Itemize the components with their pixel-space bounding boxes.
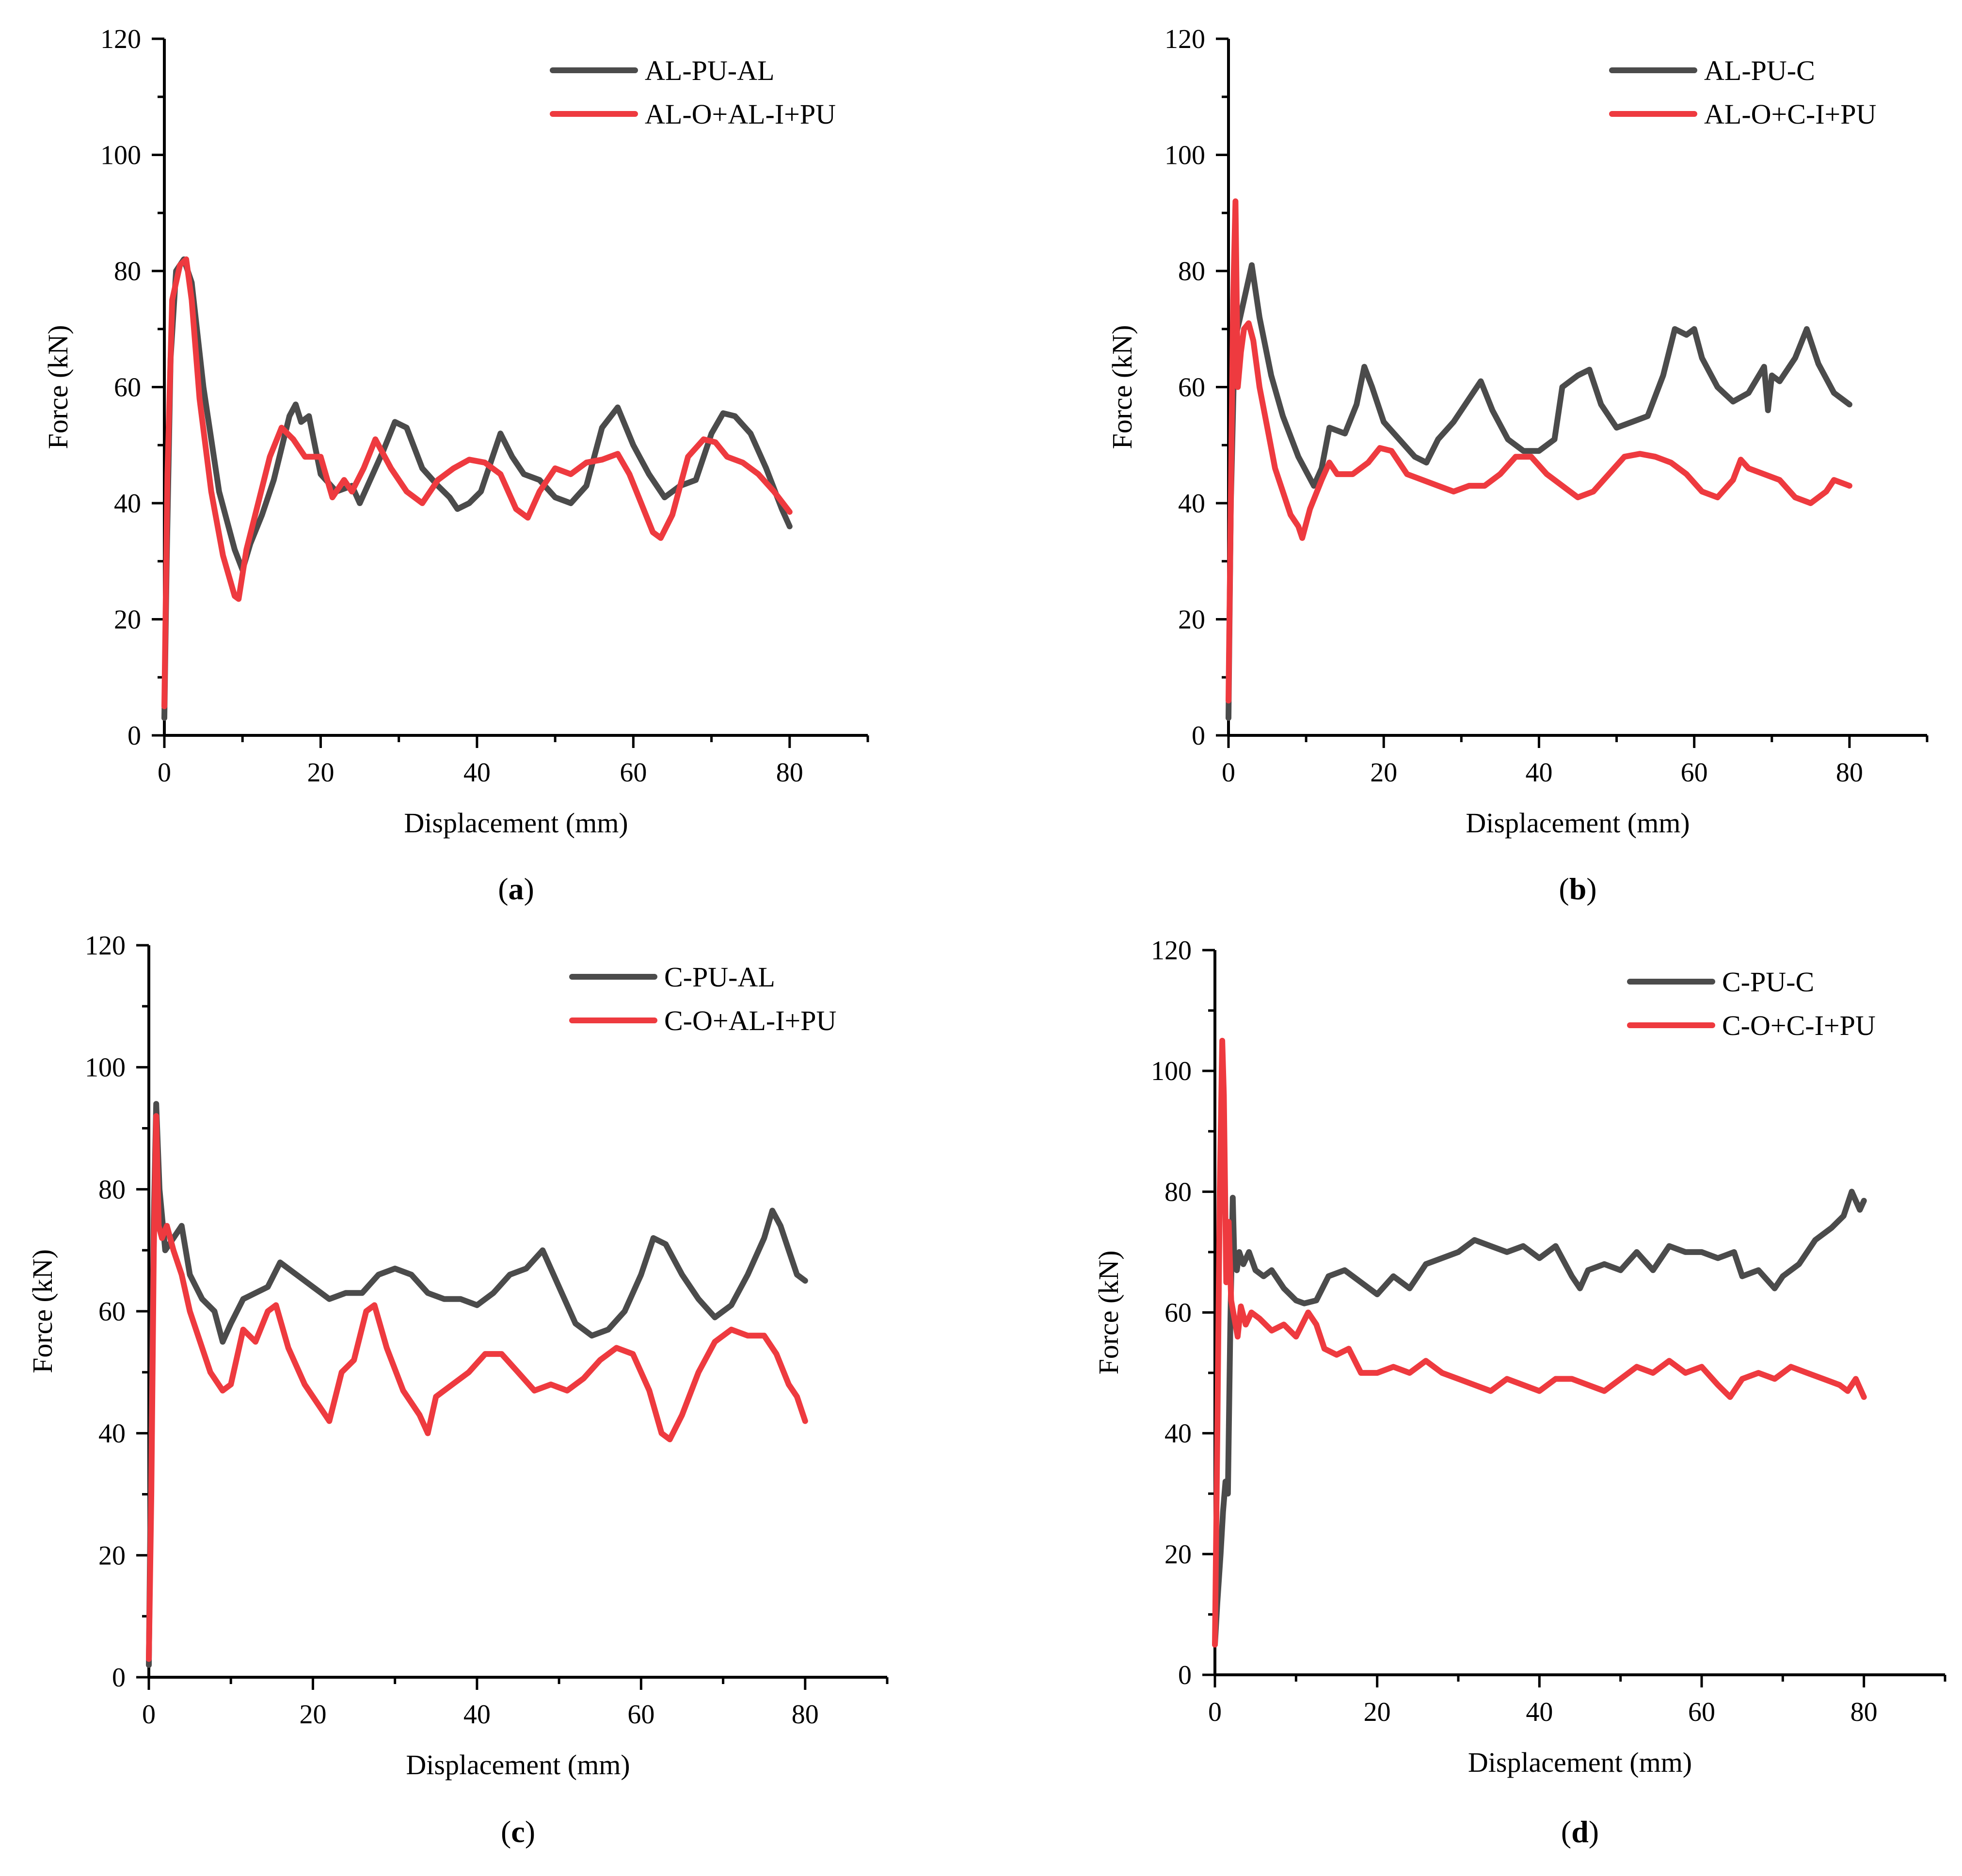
x-axis-title: Displacement (mm) [406,1749,630,1781]
x-tick-label: 60 [620,758,647,788]
y-tick-label: 60 [1164,1298,1192,1328]
series-line-2 [161,256,793,710]
x-tick-label: 20 [299,1700,326,1730]
y-tick-label: 60 [1178,373,1205,403]
y-tick-label: 0 [1178,1660,1192,1690]
x-tick-label: 60 [627,1700,654,1730]
x-tick-label: 40 [463,1700,491,1730]
y-tick-label: 60 [114,373,141,403]
series-line-1 [161,256,793,721]
y-tick-label: 80 [1164,1177,1192,1207]
y-axis-title: Force (kN) [1106,325,1138,449]
y-tick-label: 80 [114,256,141,286]
y-axis-title: Force (kN) [42,325,74,449]
x-tick-label: 80 [776,758,803,788]
y-tick-label: 20 [1164,1540,1192,1570]
chart-panel-b: 0 20 40 60 80 100 120 0 20 40 60 80 Displacement (mm… [1106,24,1929,906]
x-tick-label: 0 [158,758,171,788]
legend-label: C-PU-C [1722,966,1814,998]
y-tick-label: 0 [1192,721,1205,751]
y-tick-label: 40 [98,1419,126,1449]
y-tick-label: 60 [98,1297,126,1327]
y-tick-label: 40 [114,489,141,519]
panel-label: (d) [1561,1814,1599,1849]
series-line-2 [146,1113,808,1662]
y-tick-label: 100 [85,1053,126,1083]
x-tick-label: 20 [307,758,334,788]
series-line-2 [1212,1037,1867,1648]
legend-label: AL-O+AL-I+PU [645,98,836,130]
legend-label: AL-O+C-I+PU [1704,98,1876,130]
y-tick-label: 40 [1164,1419,1192,1449]
y-tick-label: 0 [128,721,141,751]
series-line-1 [146,1101,808,1668]
series-line-1 [1226,262,1852,721]
x-axis-title: Displacement (mm) [1466,807,1690,839]
y-tick-label: 20 [1178,605,1205,635]
x-tick-label: 0 [1222,758,1235,788]
y-tick-label: 120 [100,24,141,54]
x-tick-label: 20 [1370,758,1397,788]
y-tick-label: 0 [112,1663,126,1693]
chart-panel-c: 0 20 40 60 80 100 120 0 20 40 60 80 Displacement (mm… [27,931,889,1849]
y-tick-label: 80 [1178,256,1205,286]
panel-label: (b) [1559,872,1596,906]
x-tick-label: 80 [1850,1697,1878,1727]
panel-label: (a) [498,872,534,906]
x-tick-label: 0 [142,1700,156,1730]
x-tick-label: 0 [1208,1697,1222,1727]
x-tick-label: 80 [1836,758,1863,788]
x-tick-label: 20 [1364,1697,1391,1727]
x-axis-title: Displacement (mm) [1468,1747,1692,1778]
legend-label: AL-PU-AL [645,55,774,86]
y-tick-label: 120 [1151,936,1192,966]
y-tick-label: 100 [1151,1056,1192,1086]
legend-label: AL-PU-C [1704,55,1815,86]
series-line-1 [1212,1189,1867,1648]
legend-label: C-O+C-I+PU [1722,1010,1876,1041]
panel-label: (c) [501,1814,535,1849]
x-tick-label: 40 [1526,1697,1553,1727]
x-axis-title: Displacement (mm) [404,807,628,839]
y-axis-title: Force (kN) [27,1249,58,1373]
x-tick-label: 40 [1525,758,1552,788]
x-tick-label: 60 [1681,758,1708,788]
series-line-2 [1226,198,1852,704]
y-tick-label: 20 [98,1541,126,1571]
legend-label: C-PU-AL [664,961,775,993]
y-tick-label: 120 [1164,24,1205,54]
x-tick-label: 60 [1688,1697,1715,1727]
y-tick-label: 40 [1178,489,1205,519]
chart-panel-a: 0 20 40 60 80 100 120 0 20 40 60 80 Displacement (mm… [42,24,869,906]
chart-panel-d: 0 20 40 60 80 100 120 0 20 40 60 80 Displacement (mm… [1093,936,1946,1849]
y-tick-label: 80 [98,1175,126,1205]
legend-label: C-O+AL-I+PU [664,1005,836,1036]
y-tick-label: 100 [1164,141,1205,171]
x-tick-label: 40 [463,758,491,788]
y-tick-label: 120 [85,931,126,961]
y-axis-title: Force (kN) [1093,1250,1124,1374]
x-tick-label: 80 [792,1700,819,1730]
y-tick-label: 100 [100,141,141,171]
y-tick-label: 20 [114,605,141,635]
